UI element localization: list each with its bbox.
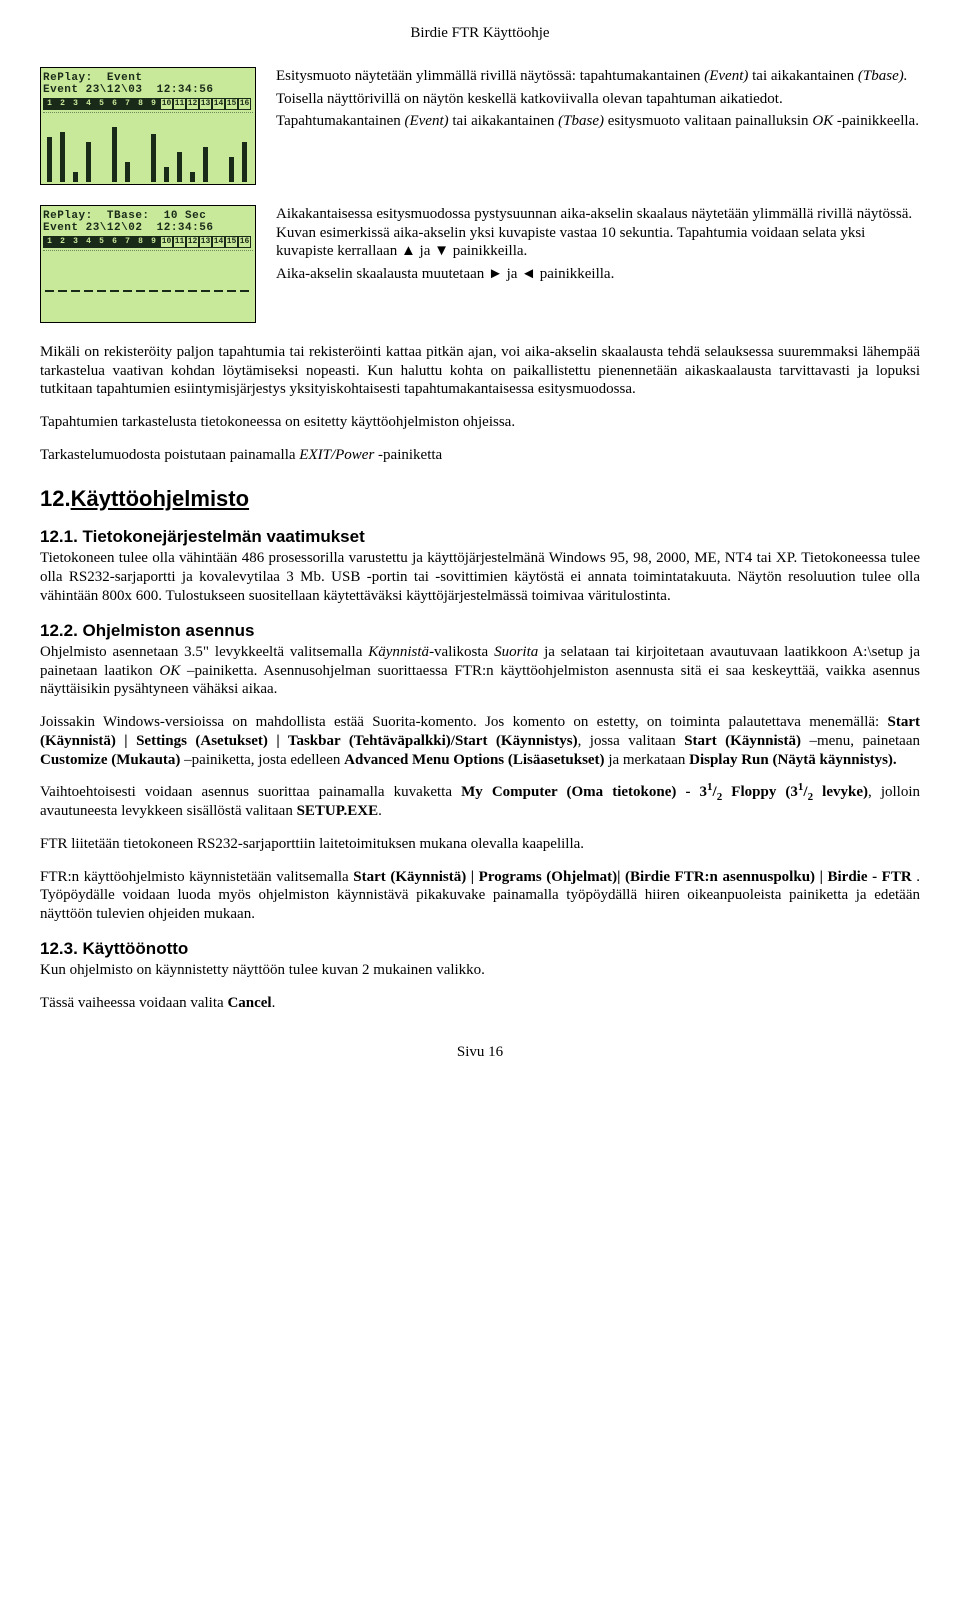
p3f: OK (812, 113, 833, 129)
s122-p5: FTR:n käyttöohjelmisto käynnistetään val… (40, 868, 920, 924)
p3b: (Event) (404, 113, 448, 129)
h2-num: 12. (40, 485, 71, 513)
s122p2c: , jossa valitaan (578, 733, 685, 749)
s122p1b: Käynnistä (368, 644, 429, 660)
s122p3n: . (378, 803, 382, 819)
lcd1-line1: RePlay: Event (43, 72, 253, 84)
s122p2g: –painiketta, josta edelleen (180, 752, 344, 768)
footer-label: Sivu (457, 1044, 488, 1060)
body3a: Tarkastelumuodosta poistutaan painamalla (40, 447, 299, 463)
b2p1: Aikakantaisessa esitysmuodossa pystysuun… (276, 205, 920, 261)
body3c: -painiketta (374, 447, 442, 463)
lcd2-numrow: 12345678910111213141516 (43, 236, 253, 248)
s122p3d: Oma tietokone) - 3 (571, 784, 707, 800)
lcd-display-1: RePlay: Event Event 23\12\03 12:34:56 12… (40, 67, 256, 185)
s122p5b: Start (Käynnistä) | Programs (Ohjelmat)|… (353, 869, 911, 885)
p3g: -painikkeella. (833, 113, 919, 129)
s122p3g: ( (776, 784, 790, 800)
p3e: esitysmuoto valitaan painalluksin (604, 113, 812, 129)
heading-12-2: 12.2. Ohjelmiston asennus (40, 620, 920, 641)
b2p2: Aika-akselin skaalausta muutetaan ► ja ◄… (276, 265, 920, 284)
block2-text: Aikakantaisessa esitysmuodossa pystysuun… (276, 205, 920, 288)
s122p2e: –menu, painetaan (801, 733, 920, 749)
s122p1f: OK (159, 663, 180, 679)
footer-page: 16 (488, 1044, 503, 1060)
lcd2-line2: Event 23\12\02 12:34:56 (43, 222, 253, 234)
s122-p4: FTR liitetään tietokoneen RS232-sarjapor… (40, 835, 920, 854)
body3b: EXIT/Power (299, 447, 374, 463)
lcd1-bars (43, 112, 253, 182)
s122p3c: ( (557, 784, 571, 800)
body2: Tapahtumien tarkastelusta tietokoneessa … (40, 413, 920, 432)
p1a: Esitysmuoto näytetään ylimmällä rivillä … (276, 68, 704, 84)
s122-p3: Vaihtoehtoisesti voidaan asennus suoritt… (40, 783, 920, 821)
p3d: (Tbase) (558, 113, 604, 129)
s122p3b: My Computer (461, 784, 557, 800)
heading-12-3: 12.3. Käyttöönotto (40, 938, 920, 959)
heading-12-1: 12.1. Tietokonejärjestelmän vaatimukset (40, 526, 920, 547)
p1b: (Event) (704, 68, 748, 84)
p3c: tai aikakantainen (449, 113, 559, 129)
s122p1d: Suorita (494, 644, 538, 660)
lcd1-line2: Event 23\12\03 12:34:56 (43, 84, 253, 96)
s122-p2: Joissakin Windows-versioissa on mahdolli… (40, 713, 920, 769)
s122p3f: Floppy (722, 784, 776, 800)
s123p2b: Cancel (227, 995, 271, 1011)
block-lcd2: RePlay: TBase: 10 Sec Event 23\12\02 12:… (40, 205, 920, 323)
lcd2-bars (43, 250, 253, 320)
s122p1a: Ohjelmisto asennetaan 3.5" levykkeeltä v… (40, 644, 368, 660)
s122-p1: Ohjelmisto asennetaan 3.5" levykkeeltä v… (40, 643, 920, 699)
s122p2a: Joissakin Windows-versioissa on mahdolli… (40, 714, 888, 730)
s123-p1: Kun ohjelmisto on käynnistetty näyttöön … (40, 961, 920, 980)
s122p2f: Customize (Mukauta) (40, 752, 180, 768)
p2: Toisella näyttörivillä on näytön keskell… (276, 90, 920, 109)
body1: Mikäli on rekisteröity paljon tapahtumia… (40, 343, 920, 399)
lcd2-line1: RePlay: TBase: 10 Sec (43, 210, 253, 222)
block-lcd1: RePlay: Event Event 23\12\03 12:34:56 12… (40, 67, 920, 185)
page-footer: Sivu 16 (40, 1043, 920, 1062)
lcd-display-2: RePlay: TBase: 10 Sec Event 23\12\02 12:… (40, 205, 256, 323)
s122p3h: 3 (790, 784, 798, 800)
lcd1-numrow: 12345678910111213141516 (43, 98, 253, 110)
h2-text: Käyttöohjelmisto (71, 486, 249, 511)
s122p3a: Vaihtoehtoisesti voidaan asennus suoritt… (40, 784, 461, 800)
s123p2a: Tässä vaiheessa voidaan valita (40, 995, 227, 1011)
s122p1c: -valikosta (429, 644, 494, 660)
s121-body: Tietokoneen tulee olla vähintään 486 pro… (40, 549, 920, 605)
s123-p2: Tässä vaiheessa voidaan valita Cancel. (40, 994, 920, 1013)
heading-12: 12. Käyttöohjelmisto (40, 485, 920, 513)
s122p3m: SETUP.EXE (297, 803, 379, 819)
p3a: Tapahtumakantainen (276, 113, 404, 129)
page-header: Birdie FTR Käyttöohje (40, 24, 920, 43)
s122p5a: FTR:n käyttöohjelmisto käynnistetään val… (40, 869, 353, 885)
s123p2c: . (272, 995, 276, 1011)
body3: Tarkastelumuodosta poistutaan painamalla… (40, 446, 920, 465)
s122p2i: ja merkataan (605, 752, 690, 768)
s122p2j: Display Run (Näytä käynnistys). (689, 752, 897, 768)
p1c: tai aikakantainen (748, 68, 858, 84)
s122p3k: levyke) (813, 784, 868, 800)
s122p2d: Start (Käynnistä) (684, 733, 801, 749)
s122p2h: Advanced Menu Options (Lisäasetukset) (344, 752, 604, 768)
block1-text: Esitysmuoto näytetään ylimmällä rivillä … (276, 67, 920, 135)
p1d: (Tbase). (858, 68, 908, 84)
